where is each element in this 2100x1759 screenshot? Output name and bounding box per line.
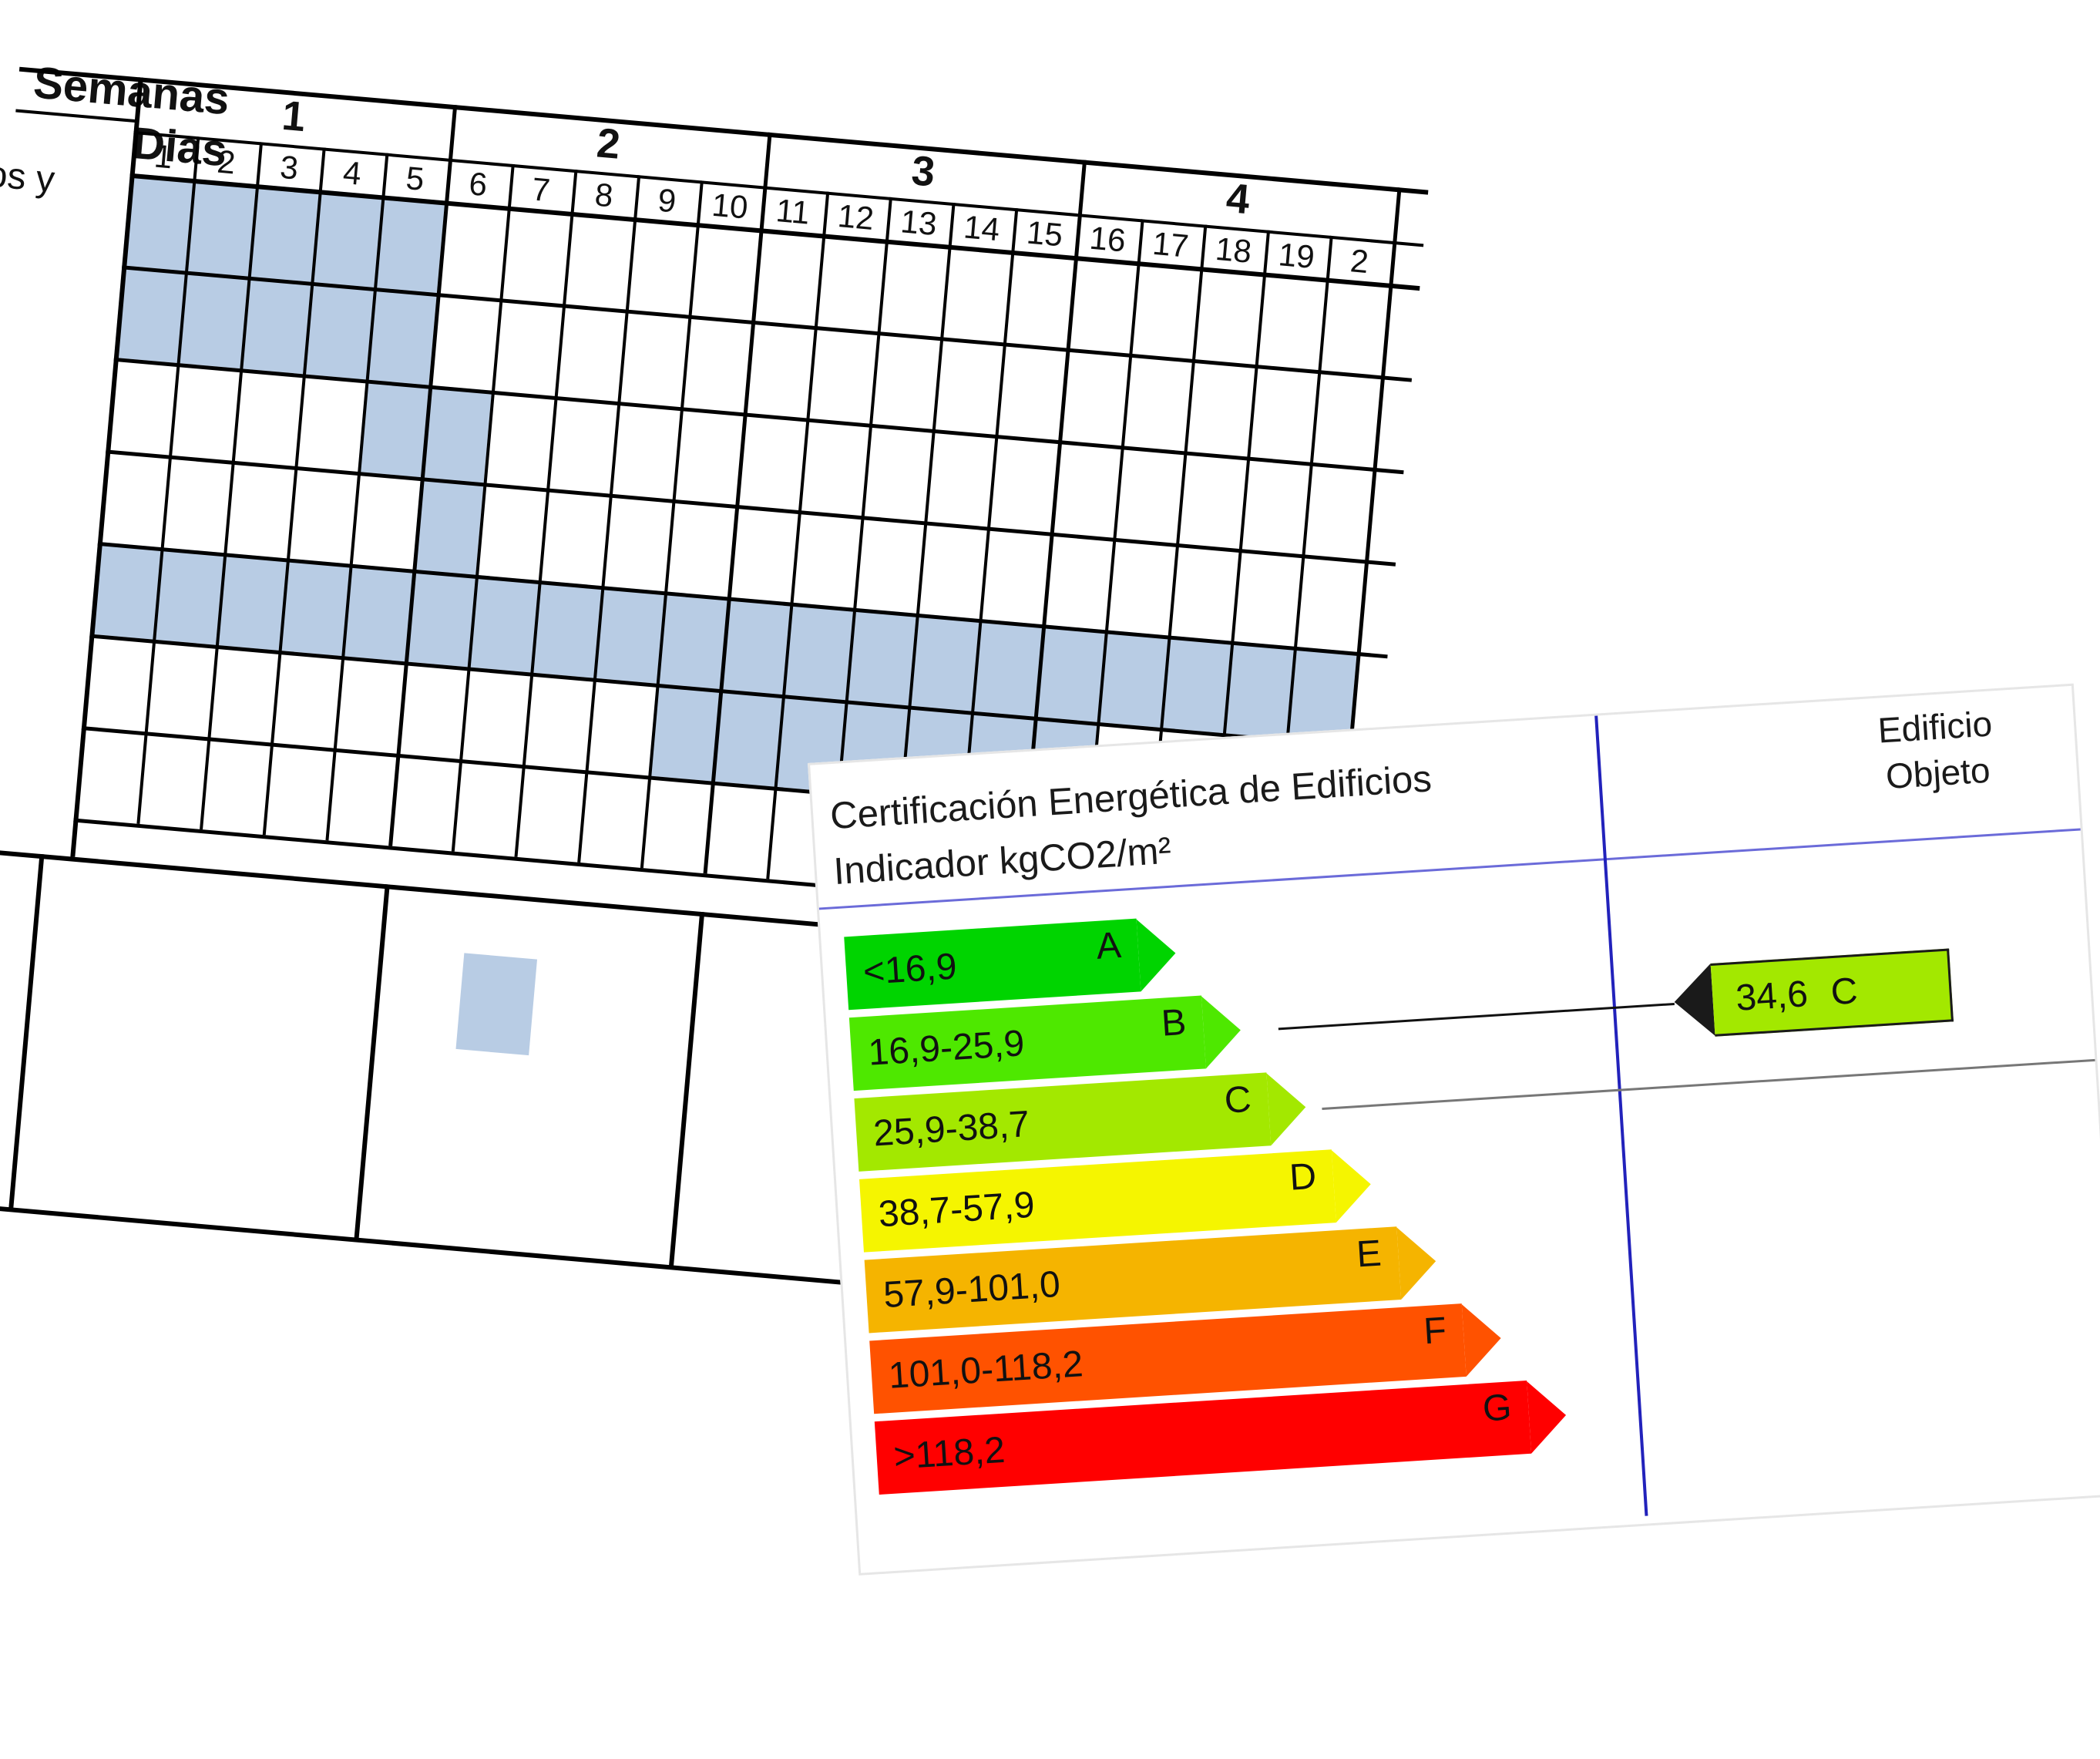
- energy-band-b: 16,9-25,9 B: [848, 993, 1243, 1091]
- rating-leader-line: [1278, 1007, 1614, 1031]
- gantt-row-line: [106, 449, 1396, 567]
- band-arrow-tip: [1201, 993, 1243, 1068]
- day-label: 17: [1151, 224, 1191, 264]
- band-range: 57,9-101,0: [882, 1263, 1062, 1317]
- day-label: 18: [1214, 230, 1253, 270]
- gantt-column-line: [514, 169, 578, 857]
- gantt-headers: 1 2 3 4 1 2 3 4 5 6 7 8 9 10 11 12 13 14 15 16 17 18 19 2: [11, 0, 2100, 280]
- gantt-summary-divider: [354, 884, 390, 1239]
- band-letter: F: [1422, 1310, 1448, 1353]
- indicator-value: 34,6: [1734, 974, 1809, 1019]
- gantt-summary-divider: [8, 853, 45, 1209]
- band-arrow-tip: [1527, 1378, 1568, 1454]
- column-header-line2: Objeto: [1884, 749, 1991, 797]
- day-label: 4: [341, 153, 363, 192]
- indicator-body: 34,6 C: [1710, 948, 1954, 1037]
- day-label: 10: [710, 186, 750, 226]
- day-label: 7: [530, 170, 552, 209]
- day-label: 13: [899, 203, 939, 243]
- band-range: 25,9-38,7: [872, 1103, 1031, 1155]
- gantt-fill-layer: [11, 0, 2100, 1056]
- day-label: 2: [215, 143, 237, 181]
- day-label: 14: [962, 208, 1002, 248]
- day-label: 2: [1349, 242, 1370, 281]
- band-body: 16,9-25,9 B: [848, 995, 1206, 1091]
- day-label: 1: [153, 137, 174, 176]
- day-label: 15: [1025, 214, 1064, 254]
- band-arrow-tip: [1136, 916, 1178, 991]
- certificate-title: Certificación Energética de Edificios: [828, 758, 1433, 838]
- certificate-indicator: Indicador kgCO2/m²: [832, 829, 1173, 893]
- band-range: 101,0-118,2: [887, 1344, 1084, 1397]
- band-range: <16,9: [862, 946, 959, 993]
- energy-certificate: Certificación Energética de Edificios In…: [808, 683, 2100, 1576]
- band-letter: D: [1288, 1155, 1318, 1199]
- day-label: 11: [774, 192, 811, 231]
- gantt-column-line: [577, 175, 641, 863]
- band-range: 38,7-57,9: [877, 1184, 1037, 1236]
- gantt-grid: [0, 0, 2100, 1327]
- gantt-row-line: [113, 357, 1404, 475]
- row-label: os y: [0, 153, 57, 201]
- day-label: 5: [405, 160, 426, 197]
- gantt-left-border: [70, 77, 143, 857]
- band-arrow-tip: [1461, 1301, 1504, 1377]
- day-label: 3: [278, 148, 301, 187]
- day-label: 16: [1087, 219, 1127, 259]
- band-letter: G: [1481, 1387, 1513, 1430]
- day-label: 9: [656, 181, 678, 220]
- energy-band-a: <16,9 A: [844, 916, 1178, 1011]
- band-range: >118,2: [892, 1429, 1006, 1478]
- band-range: 16,9-25,9: [867, 1023, 1026, 1074]
- band-letter: B: [1160, 1001, 1188, 1044]
- milestone-marker: [455, 953, 538, 1056]
- day-label: 6: [467, 165, 489, 203]
- band-body: <16,9 A: [844, 918, 1141, 1011]
- band-arrow-tip: [1396, 1224, 1439, 1300]
- day-label: 19: [1277, 236, 1316, 275]
- band-letter: A: [1095, 924, 1123, 967]
- gantt-summary-divider: [668, 911, 705, 1267]
- building-rating-indicator: 34,6 C: [1672, 948, 1954, 1038]
- band-arrow-tip: [1266, 1070, 1309, 1145]
- column-divider: [1594, 715, 1648, 1516]
- band-separator-line: [1322, 1058, 2095, 1110]
- indicator-arrow-tip: [1672, 963, 1715, 1038]
- day-label: 12: [836, 197, 875, 237]
- band-arrow-tip: [1331, 1147, 1373, 1223]
- day-label: 8: [593, 176, 615, 214]
- band-letter: E: [1355, 1233, 1383, 1276]
- indicator-letter: C: [1830, 970, 1860, 1014]
- rating-leader-line-right: [1612, 1002, 1675, 1010]
- band-letter: C: [1223, 1078, 1253, 1122]
